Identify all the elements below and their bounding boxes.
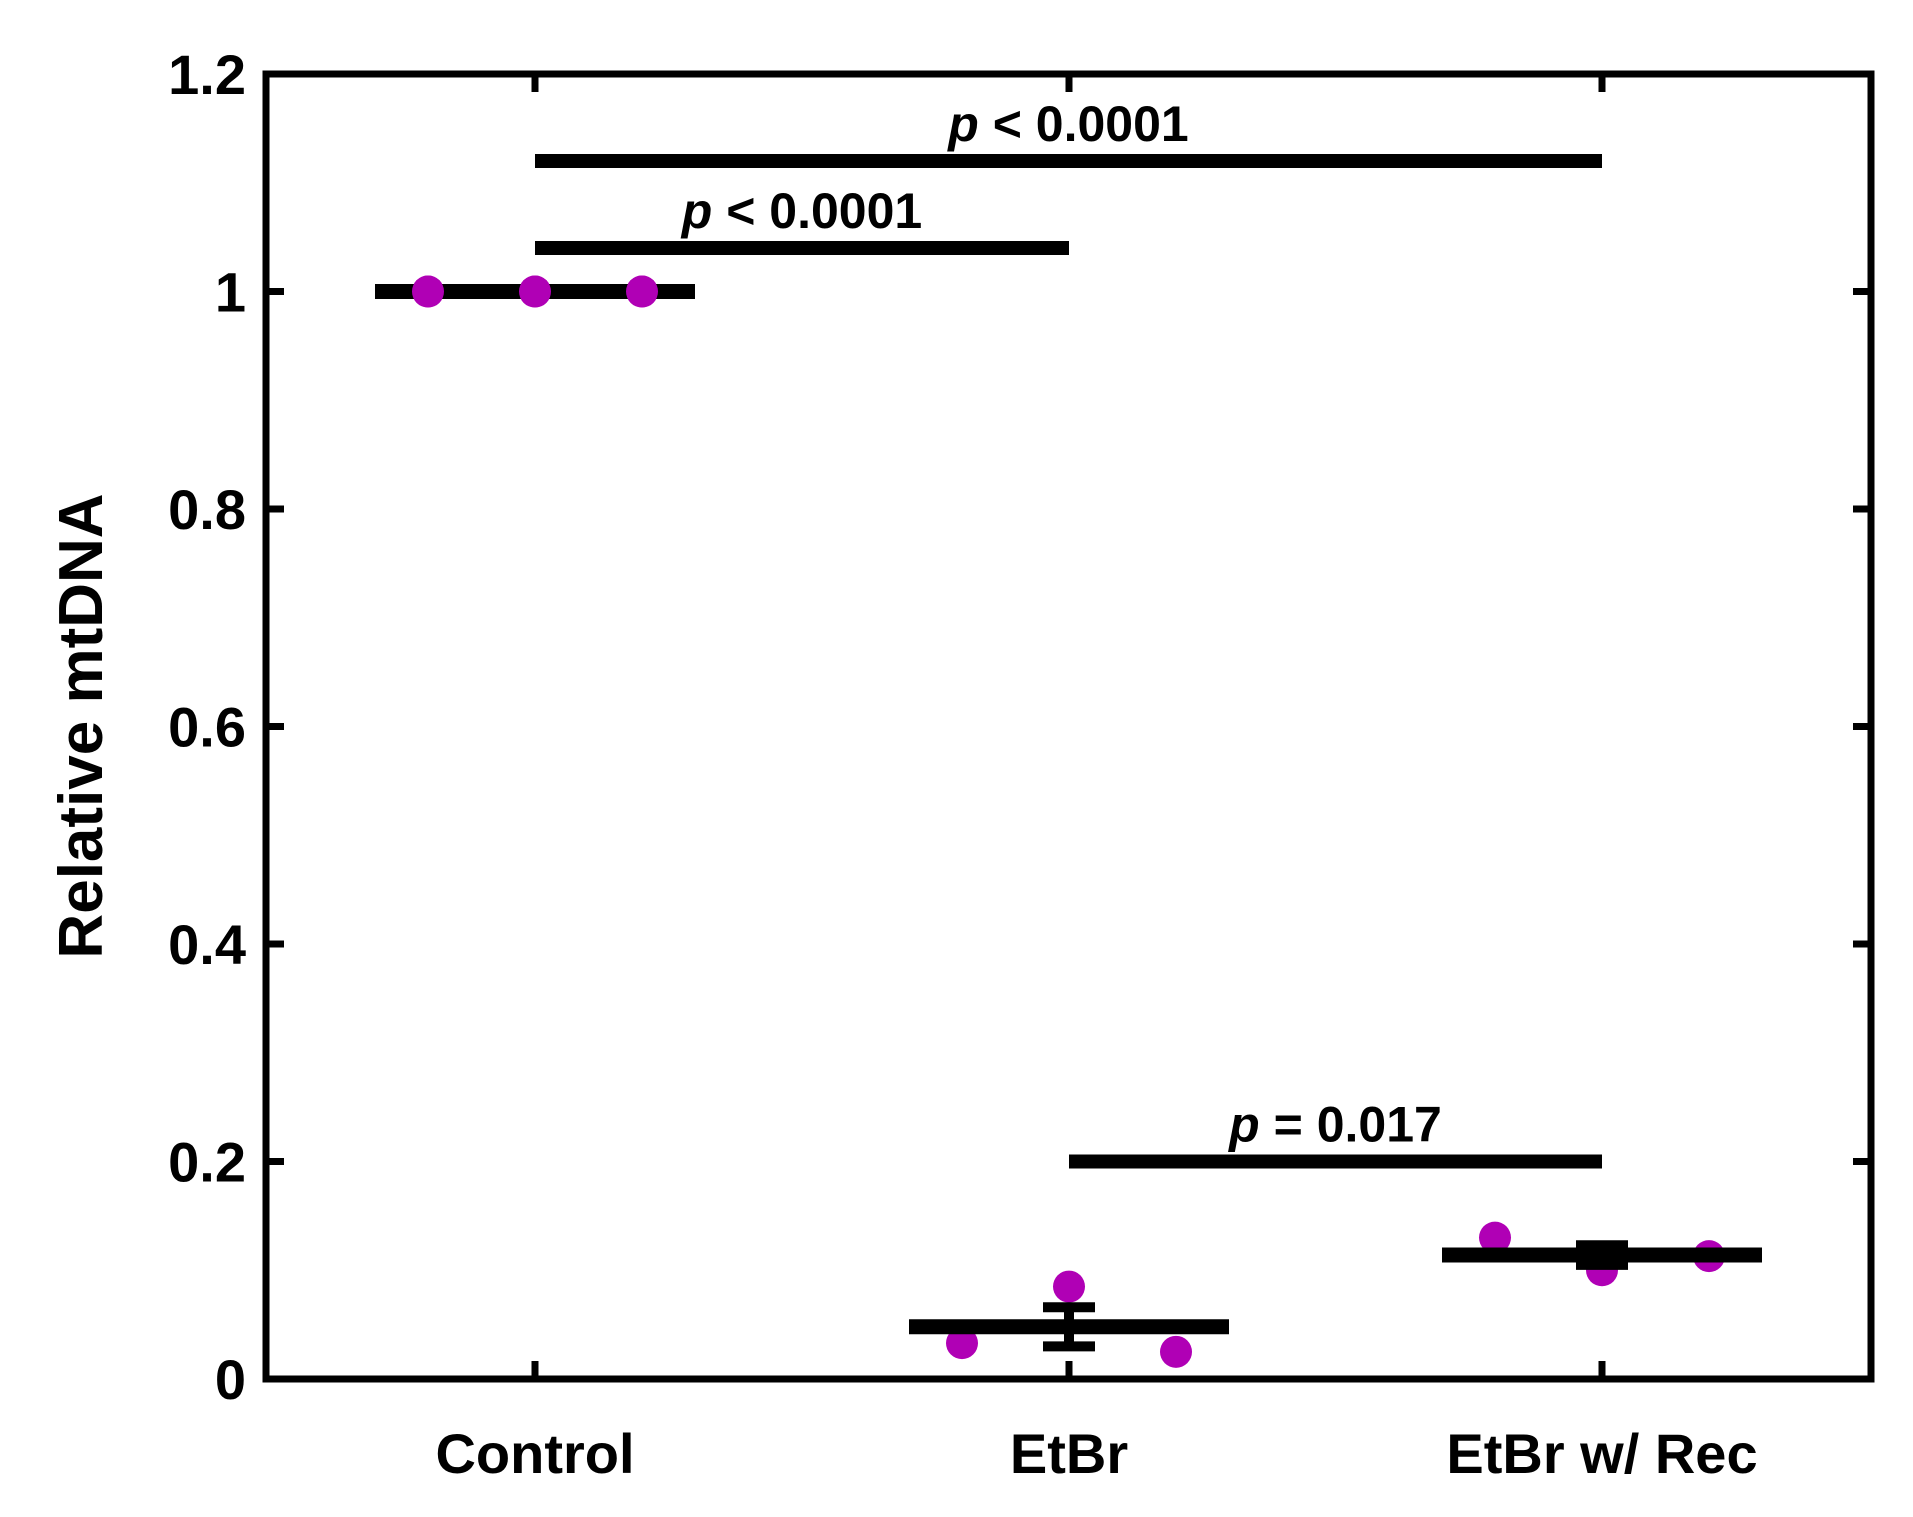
p-symbol: p (946, 96, 979, 152)
p-value-text: = 0.017 (1260, 1097, 1442, 1153)
p-symbol: p (1227, 1097, 1260, 1153)
y-tick-label: 0.4 (168, 913, 246, 976)
x-tick-label: EtBr (1010, 1422, 1128, 1485)
significance-label: p = 0.017 (1227, 1097, 1442, 1153)
plot-frame (262, 70, 1875, 1383)
significance-label: p < 0.0001 (946, 96, 1188, 152)
x-tick-label: Control (435, 1422, 634, 1485)
y-tick-label: 1.2 (168, 43, 246, 106)
data-point-overlay (412, 275, 444, 308)
x-tick-label: EtBr w/ Rec (1446, 1422, 1757, 1485)
data-point (1160, 1335, 1192, 1368)
significance-label: p < 0.0001 (680, 183, 922, 239)
y-tick-label: 0 (215, 1348, 246, 1411)
data-point (1479, 1221, 1511, 1254)
y-axis-title: Relative mtDNA (47, 493, 116, 958)
axes-layer: 0 0.2 0.4 0.6 0.8 1 1.2 Control EtBr EtBr w/ Rec (168, 43, 1871, 1485)
p-value-text: < 0.0001 (712, 183, 922, 239)
p-value-text: < 0.0001 (979, 96, 1189, 152)
y-tick-label: 0.2 (168, 1131, 246, 1194)
marks-layer (375, 275, 1762, 1368)
y-tick-label: 0.8 (168, 478, 246, 541)
data-point-overlay (519, 275, 551, 308)
y-tick-label: 1 (215, 261, 246, 324)
p-symbol: p (680, 183, 713, 239)
data-point (1053, 1270, 1085, 1303)
data-point-overlay (626, 275, 658, 308)
y-tick-label: 0.6 (168, 696, 246, 759)
data-point (946, 1327, 978, 1360)
